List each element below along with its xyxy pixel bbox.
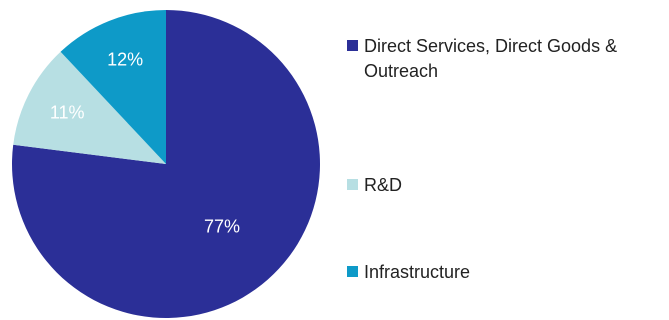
legend-swatch-rd xyxy=(347,179,358,190)
slice-label-rd: 11% xyxy=(50,102,85,122)
legend-label-infrastructure: Infrastructure xyxy=(364,262,471,282)
legend-swatch-direct-services xyxy=(347,40,358,51)
legend-swatch-infrastructure xyxy=(347,266,358,277)
slice-label-direct-services: 77% xyxy=(204,216,240,236)
legend-item-rd: R&D xyxy=(347,173,664,198)
legend-label-direct-services: Direct Services, Direct Goods & Outreach xyxy=(364,36,618,81)
slice-rd xyxy=(13,51,166,164)
legend-item-infrastructure: Infrastructure xyxy=(347,260,664,285)
slice-label-infrastructure: 12% xyxy=(107,50,143,70)
legend-label-rd: R&D xyxy=(364,175,403,195)
legend-item-direct-services: Direct Services, Direct Goods & Outreach xyxy=(347,34,664,84)
legend: Direct Services, Direct Goods & Outreach… xyxy=(347,0,669,320)
pie-chart: 77% 11% 12% xyxy=(11,10,320,318)
slice-infrastructure xyxy=(60,10,167,164)
